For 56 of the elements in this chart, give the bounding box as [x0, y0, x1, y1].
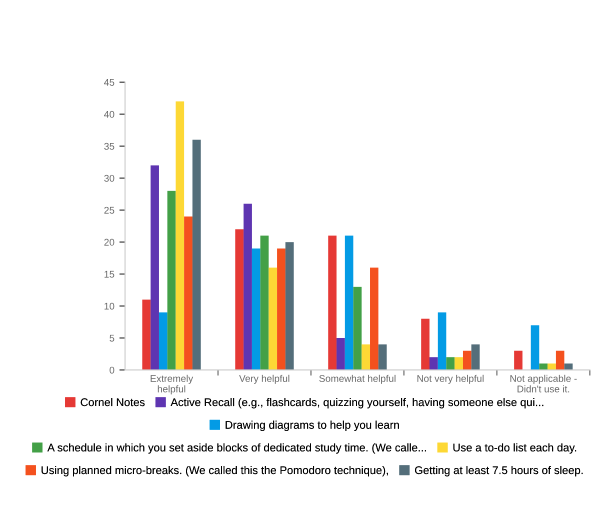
bar: [556, 350, 564, 370]
bar: [268, 268, 278, 370]
bar: [438, 312, 446, 370]
bar: [370, 268, 378, 370]
bar: [421, 318, 430, 370]
legend-label: Using planned micro-breaks. (We called this the Pomodoro technique),: [42, 466, 388, 476]
legend-label: Drawing diagrams to help you learn: [226, 420, 399, 432]
bar: [167, 190, 176, 370]
bar: [176, 101, 184, 370]
legend-label: A schedule in which you set aside blocks of dedicated study time. (We calle...: [47, 443, 426, 454]
bar: [285, 242, 294, 370]
x-tick-label: Not very helpful: [417, 374, 484, 384]
bar: [260, 236, 269, 370]
y-tick-label: 30: [104, 174, 114, 182]
bar: [244, 204, 252, 370]
y-tick-label: 35: [104, 142, 114, 150]
bar: [564, 364, 573, 370]
bar: [336, 338, 345, 370]
bar: [192, 140, 201, 370]
y-tick-label: 20: [104, 238, 114, 246]
legend-label: Getting at least 7.5 hours of sleep.: [414, 466, 583, 476]
x-tick-label: Not applicable - Didn't use it.: [510, 374, 577, 392]
x-tick-label: Very helpful: [239, 374, 290, 384]
legend-label: Cornel Notes: [80, 398, 145, 406]
legend-label: Use a to-do list each day.: [453, 443, 576, 454]
y-tick-label: 10: [104, 302, 114, 310]
bar: [252, 248, 260, 370]
bar: [530, 325, 540, 370]
bar: [150, 165, 159, 370]
bar: [142, 300, 151, 370]
bar: [344, 236, 354, 370]
x-tick-label: Extremely helpful: [150, 374, 194, 394]
bar: [353, 286, 362, 370]
bar: [277, 248, 286, 370]
bar: [362, 344, 370, 370]
bar: [430, 357, 438, 370]
y-tick-label: 40: [104, 110, 114, 118]
x-tick-label: Somewhat helpful: [319, 374, 396, 384]
legend-label: Active Recall (e.g., flashcards, quizzing yourself, having someone else qui...: [170, 398, 544, 408]
bar: [514, 350, 522, 370]
y-tick-label: 5: [110, 334, 114, 342]
y-tick-label: 25: [104, 206, 114, 214]
bar: [235, 229, 244, 370]
bar: [446, 357, 455, 370]
bar: [158, 312, 168, 370]
bar: [454, 357, 463, 370]
bar: [471, 344, 480, 370]
bar: [378, 344, 387, 370]
y-tick-label: 15: [104, 270, 114, 278]
bar: [328, 236, 337, 370]
bar: [462, 350, 472, 370]
y-tick-label: 0: [110, 366, 114, 374]
bar: [184, 216, 192, 370]
bar: [548, 364, 556, 370]
y-tick-label: 45: [104, 79, 114, 86]
bar: [539, 364, 548, 370]
